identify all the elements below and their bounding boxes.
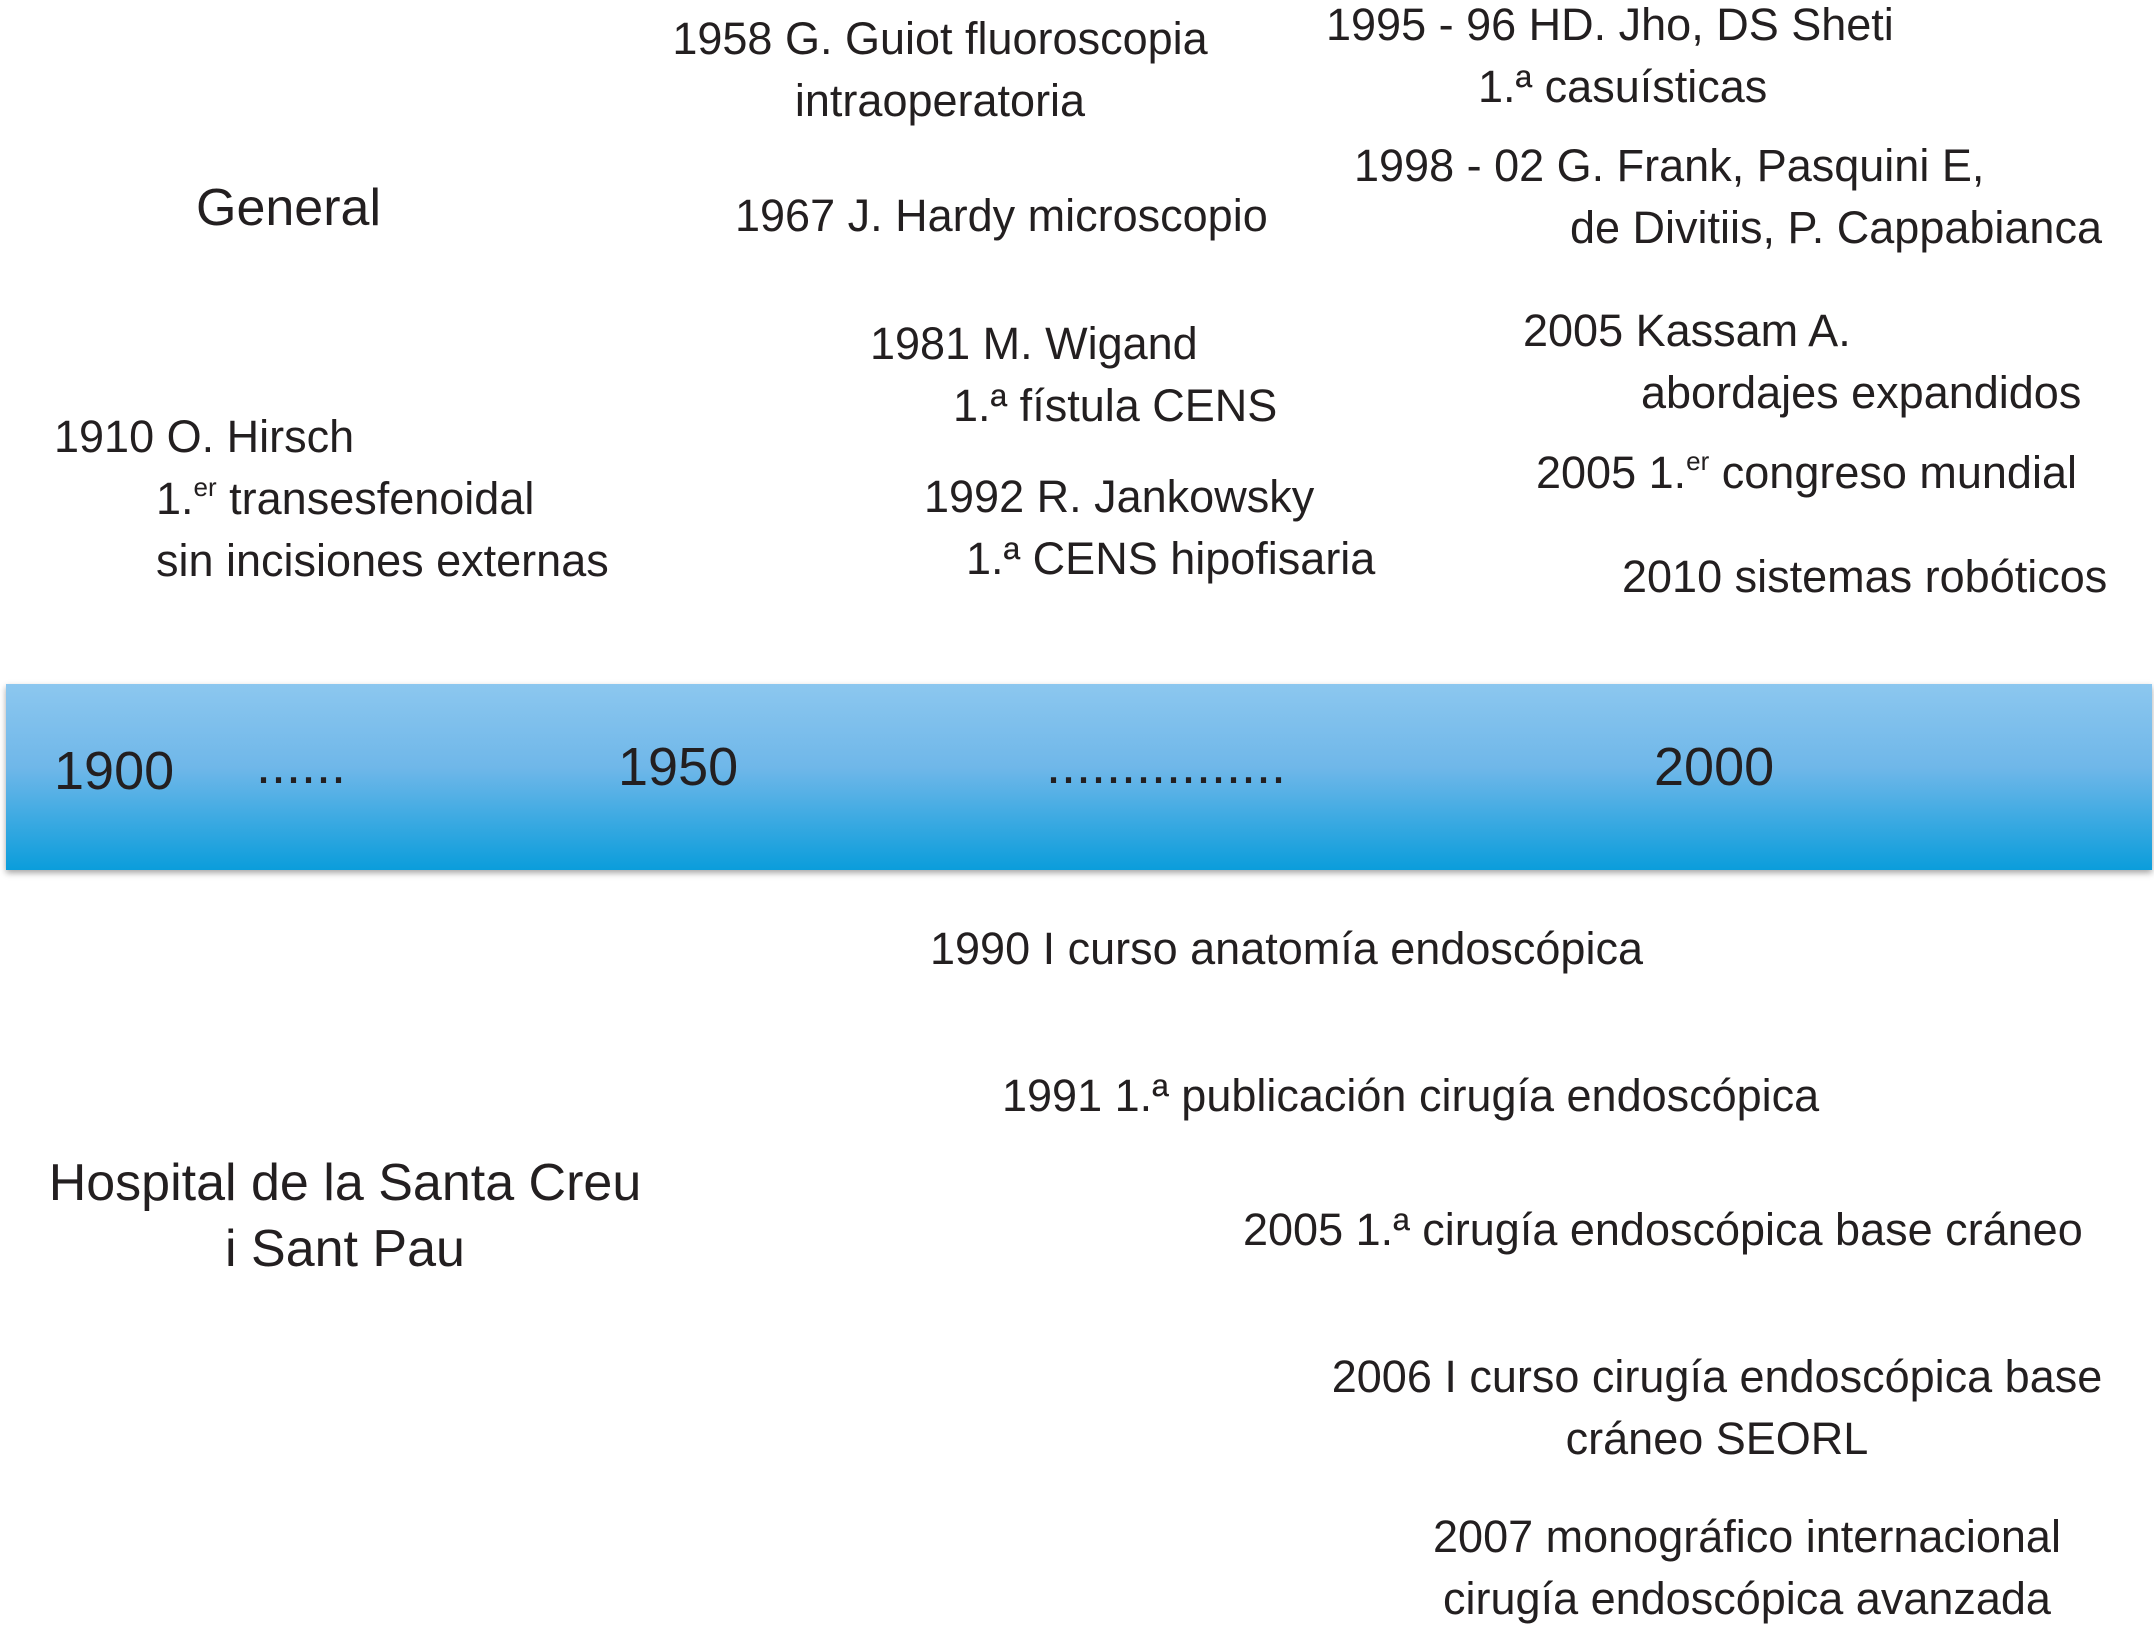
event-2005-congreso-rest: congreso mundial (1709, 447, 2077, 498)
general-group-label: General (196, 179, 381, 237)
event-1995: 1995 - 96 HD. Jho, DS Sheti 1.ª casuísti… (1326, 0, 1894, 118)
event-1910-line-2-sup: er (193, 472, 217, 502)
event-1992-line-1: 1992 R. Jankowsky (924, 471, 1315, 522)
event-1910-line-3: sin incisiones externas (156, 535, 609, 586)
event-1958-line-1: 1958 G. Guiot fluoroscopia (672, 13, 1208, 64)
event-1967: 1967 J. Hardy microscopio (735, 190, 1268, 241)
hospital-event-2006: 2006 I curso cirugía endoscópica base cr… (1280, 1346, 2154, 1470)
event-1992-line-2: 1.ª CENS hipofisaria (966, 533, 1376, 584)
event-1995-line-2: 1.ª casuísticas (1478, 61, 1768, 112)
timeline-year-2000: 2000 (1654, 737, 1775, 797)
timeline-year-1950: 1950 (618, 737, 739, 797)
hospital-label-line-2: i Sant Pau (225, 1220, 465, 1278)
event-1981-line-1: 1981 M. Wigand (870, 318, 1198, 369)
hospital-group-label: Hospital de la Santa Creu i Sant Pau (28, 1150, 662, 1282)
event-1910-line-1: 1910 O. Hirsch (54, 411, 355, 462)
hospital-event-2005: 2005 1.ª cirugía endoscópica base cráneo (1243, 1204, 2083, 1255)
event-1981: 1981 M. Wigand 1.ª fístula CENS (870, 313, 1277, 437)
event-1998-line-2: de Divitiis, P. Cappabianca (1570, 202, 2102, 253)
event-1958: 1958 G. Guiot fluoroscopia intraoperator… (640, 8, 1240, 132)
event-1910-line-2: 1.er transesfenoidal (54, 468, 609, 530)
hospital-event-2007-line-1: 2007 monográfico internacional (1433, 1511, 2061, 1562)
hospital-event-1990: 1990 I curso anatomía endoscópica (930, 923, 1643, 974)
event-1910: 1910 O. Hirsch 1.er transesfenoidal sin … (54, 406, 609, 592)
timeline-dots-1: ...... (256, 735, 347, 795)
hospital-label-line-1: Hospital de la Santa Creu (48, 1154, 642, 1212)
event-2005-congreso: 2005 1.er congreso mundial (1536, 442, 2077, 504)
timeline-dots-2: ................ (1046, 735, 1287, 795)
event-1910-line-2-rest: transesfenoidal (216, 473, 535, 524)
hospital-event-1991: 1991 1.ª publicación cirugía endoscópica (1002, 1070, 1820, 1121)
event-2005-kassam-line-2: abordajes expandidos (1641, 367, 2082, 418)
event-1958-line-2: intraoperatoria (794, 75, 1086, 126)
event-1995-line-1: 1995 - 96 HD. Jho, DS Sheti (1326, 0, 1894, 50)
timeline-year-1900: 1900 (54, 741, 175, 801)
event-2005-kassam: 2005 Kassam A. abordajes expandidos (1523, 300, 2081, 424)
hospital-event-2007-line-2: cirugía endoscópica avanzada (1443, 1573, 2051, 1624)
event-1981-line-2: 1.ª fístula CENS (953, 380, 1278, 431)
event-2010: 2010 sistemas robóticos (1622, 551, 2108, 602)
event-1998-line-1: 1998 - 02 G. Frank, Pasquini E, (1354, 140, 1985, 191)
hospital-event-2006-line-2: cráneo SEORL (1565, 1413, 1869, 1464)
event-2005-kassam-line-1: 2005 Kassam A. (1523, 305, 1851, 356)
hospital-event-2006-line-1: 2006 I curso cirugía endoscópica base (1331, 1351, 2103, 1402)
event-2005-congreso-sup: er (1686, 446, 1710, 476)
timeline-bar (6, 684, 2152, 870)
event-1910-line-2-prefix: 1. (156, 473, 194, 524)
event-2005-congreso-prefix: 2005 1. (1536, 447, 1687, 498)
hospital-event-2007: 2007 monográfico internacional cirugía e… (1360, 1506, 2134, 1630)
event-1992: 1992 R. Jankowsky 1.ª CENS hipofisaria (924, 466, 1375, 590)
event-1998: 1998 - 02 G. Frank, Pasquini E, de Divit… (1354, 135, 2102, 259)
